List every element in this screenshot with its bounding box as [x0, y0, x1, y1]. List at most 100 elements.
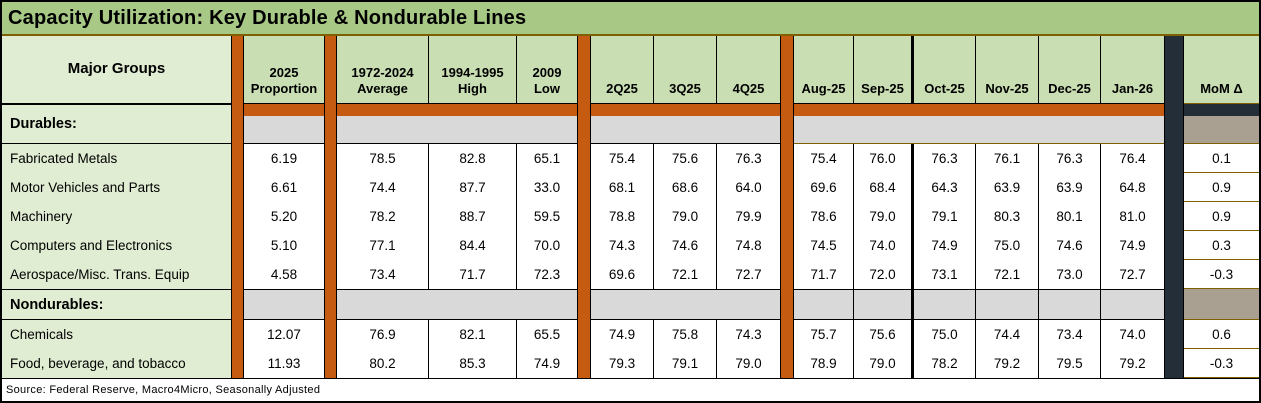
cell-avg: 78.5 [337, 144, 429, 173]
cell-aug: 78.6 [794, 202, 854, 231]
cell-low: 65.1 [517, 144, 577, 173]
cell-proportion: 12.07 [244, 320, 324, 349]
cell-mom: 0.3 [1184, 231, 1259, 260]
cell-q4: 74.8 [717, 231, 780, 260]
cell-q2: 74.3 [591, 231, 654, 260]
header-high: 1994-1995 High [429, 36, 517, 104]
cell-low: 59.5 [517, 202, 577, 231]
source-note: Source: Federal Reserve, Macro4Micro, Se… [2, 378, 1259, 401]
section-band-cell [914, 289, 976, 320]
cell-nov: 74.4 [976, 320, 1039, 349]
cell-low: 74.9 [517, 349, 577, 378]
cell-oct: 74.9 [914, 231, 976, 260]
header-jan: Jan-26 [1101, 36, 1164, 104]
cell-jan: 74.9 [1101, 231, 1164, 260]
cell-mom: -0.3 [1184, 349, 1259, 378]
cell-high: 82.8 [429, 144, 517, 173]
cell-oct: 73.1 [914, 260, 976, 289]
cell-high: 84.4 [429, 231, 517, 260]
cell-dec: 73.4 [1039, 320, 1101, 349]
cell-mom: -0.3 [1184, 260, 1259, 289]
cell-q2: 75.4 [591, 144, 654, 173]
header-sep: Sep-25 [854, 36, 914, 104]
cell-nov: 75.0 [976, 231, 1039, 260]
cell-q3: 79.0 [654, 202, 717, 231]
cell-aug: 75.4 [794, 144, 854, 173]
section-band-cell [854, 289, 914, 320]
section-band-cell [591, 104, 780, 144]
row-label: Food, beverage, and tobacco [2, 349, 231, 378]
section-band-cell [337, 104, 577, 144]
cell-q3: 75.6 [654, 144, 717, 173]
cell-q3: 74.6 [654, 231, 717, 260]
header-nov: Nov-25 [976, 36, 1039, 104]
cell-dec: 79.5 [1039, 349, 1101, 378]
orange-divider [324, 36, 337, 378]
row-label: Machinery [2, 202, 231, 231]
cell-q4: 74.3 [717, 320, 780, 349]
cell-q4: 72.7 [717, 260, 780, 289]
cell-jan: 76.4 [1101, 144, 1164, 173]
cell-oct: 64.3 [914, 173, 976, 202]
cell-q3: 68.6 [654, 173, 717, 202]
cell-nov: 63.9 [976, 173, 1039, 202]
cell-q4: 79.9 [717, 202, 780, 231]
header-avg: 1972-2024 Average [337, 36, 429, 104]
cell-avg: 77.1 [337, 231, 429, 260]
cell-q4: 79.0 [717, 349, 780, 378]
cell-aug: 69.6 [794, 173, 854, 202]
cell-sep: 74.0 [854, 231, 914, 260]
dark-divider [1164, 36, 1184, 378]
header-q2: 2Q25 [591, 36, 654, 104]
cell-sep: 68.4 [854, 173, 914, 202]
cell-q2: 69.6 [591, 260, 654, 289]
orange-divider [231, 36, 244, 378]
section-band-cell [794, 289, 854, 320]
section-band-cell [591, 289, 780, 320]
cell-sep: 75.6 [854, 320, 914, 349]
section-band-mom-cell [1184, 289, 1259, 320]
section-band-cell [244, 104, 324, 144]
cell-proportion: 6.61 [244, 173, 324, 202]
cell-q2: 74.9 [591, 320, 654, 349]
cell-low: 65.5 [517, 320, 577, 349]
row-label: Chemicals [2, 320, 231, 349]
cell-jan: 64.8 [1101, 173, 1164, 202]
cell-aug: 75.7 [794, 320, 854, 349]
cell-q4: 76.3 [717, 144, 780, 173]
cell-q3: 75.8 [654, 320, 717, 349]
cell-sep: 79.0 [854, 202, 914, 231]
cell-low: 70.0 [517, 231, 577, 260]
cell-high: 87.7 [429, 173, 517, 202]
cell-mom: 0.1 [1184, 144, 1259, 173]
cell-avg: 73.4 [337, 260, 429, 289]
header-mom: MoM Δ [1184, 36, 1259, 104]
section-band-cell [244, 289, 324, 320]
section-band-cell [794, 104, 1164, 144]
cell-sep: 72.0 [854, 260, 914, 289]
cell-aug: 74.5 [794, 231, 854, 260]
cell-dec: 63.9 [1039, 173, 1101, 202]
table-title: Capacity Utilization: Key Durable & Nond… [2, 2, 1259, 36]
cell-q4: 64.0 [717, 173, 780, 202]
header-label: Major Groups [2, 36, 231, 104]
cell-proportion: 5.20 [244, 202, 324, 231]
cell-high: 88.7 [429, 202, 517, 231]
orange-divider [577, 36, 591, 378]
section-band-cell [1039, 289, 1101, 320]
cell-q3: 72.1 [654, 260, 717, 289]
cell-mom: 0.9 [1184, 202, 1259, 231]
cell-proportion: 4.58 [244, 260, 324, 289]
cell-dec: 76.3 [1039, 144, 1101, 173]
header-oct: Oct-25 [914, 36, 976, 104]
row-label: Aerospace/Misc. Trans. Equip [2, 260, 231, 289]
cell-q2: 68.1 [591, 173, 654, 202]
cell-nov: 76.1 [976, 144, 1039, 173]
cell-nov: 79.2 [976, 349, 1039, 378]
row-label: Motor Vehicles and Parts [2, 173, 231, 202]
cell-oct: 76.3 [914, 144, 976, 173]
cell-jan: 81.0 [1101, 202, 1164, 231]
cell-avg: 74.4 [337, 173, 429, 202]
cell-sep: 76.0 [854, 144, 914, 173]
